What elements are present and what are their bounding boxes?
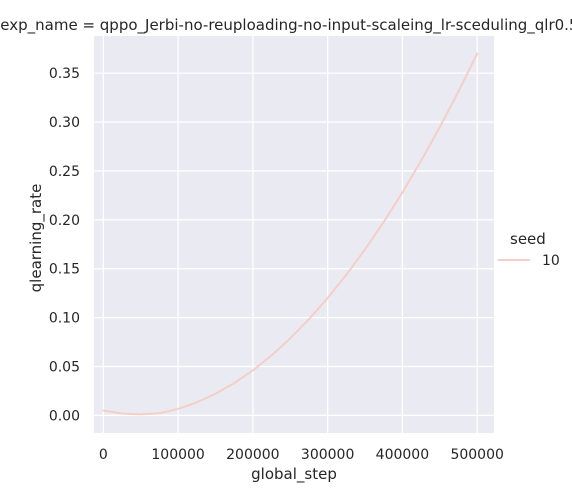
y-axis-label: qlearning_rate <box>27 184 46 293</box>
y-tick-label: 0.00 <box>49 408 80 424</box>
x-tick-label: 400000 <box>376 447 429 463</box>
x-tick-label: 0 <box>99 447 108 463</box>
y-tick-label: 0.05 <box>49 360 80 376</box>
y-tick-label: 0.35 <box>49 66 80 82</box>
y-tick-labels: 0.00 0.05 0.10 0.15 0.20 0.25 0.30 0.35 <box>49 66 80 424</box>
y-tick-label: 0.15 <box>49 262 80 278</box>
y-tick-label: 0.25 <box>49 164 80 180</box>
x-tick-labels: 0 100000 200000 300000 400000 500000 <box>99 447 504 463</box>
x-tick-label: 500000 <box>450 447 503 463</box>
y-tick-label: 0.30 <box>49 115 80 131</box>
chart-title: exp_name = qppo_Jerbi-no-reuploading-no-… <box>0 16 572 35</box>
legend: seed 10 <box>498 230 560 269</box>
x-tick-label: 100000 <box>151 447 204 463</box>
x-axis-label: global_step <box>251 465 337 484</box>
x-tick-label: 200000 <box>226 447 279 463</box>
y-tick-label: 0.10 <box>49 311 80 327</box>
x-tick-label: 300000 <box>301 447 354 463</box>
legend-title: seed <box>510 230 546 248</box>
plot-background <box>94 36 494 433</box>
y-tick-label: 0.20 <box>49 213 80 229</box>
legend-label-seed-10: 10 <box>542 253 560 269</box>
